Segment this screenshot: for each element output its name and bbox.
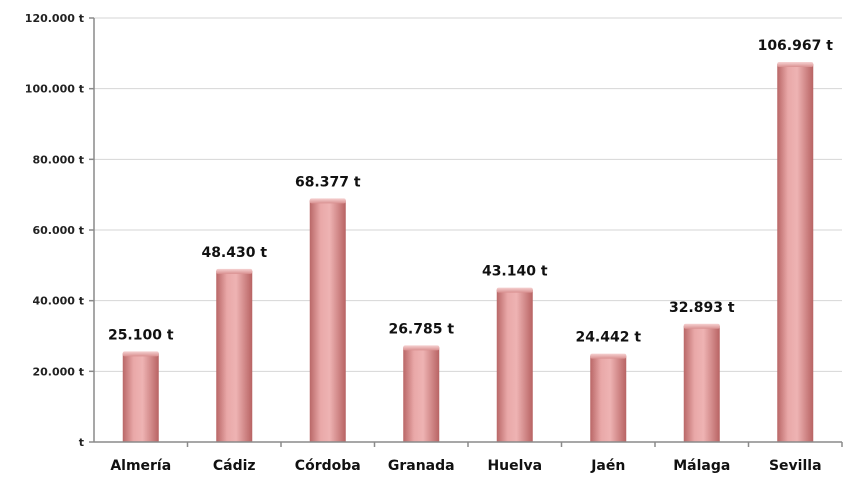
bar [683, 325, 720, 442]
category-label: Almería [110, 458, 171, 474]
data-label: 24.442 t [575, 330, 641, 346]
bar-cap [777, 62, 814, 68]
data-label: 32.893 t [669, 300, 735, 316]
bar-cap [122, 351, 159, 357]
category-label: Sevilla [769, 458, 822, 474]
y-tick-label: 120.000 t [25, 12, 84, 25]
y-tick-label: 20.000 t [32, 365, 84, 378]
bars [122, 62, 814, 443]
category-label: Málaga [673, 458, 730, 474]
y-axis-ticks: t 20.000 t 40.000 t 60.000 t 80.000 t 100.000… [25, 12, 94, 449]
y-tick-label: 60.000 t [32, 224, 84, 237]
category-label: Huelva [487, 458, 542, 474]
bar-cap [403, 345, 440, 351]
y-tick-label: 80.000 t [32, 153, 84, 166]
y-tick-label: t [79, 436, 84, 449]
bar-cap [309, 198, 346, 204]
category-label: Granada [388, 458, 455, 474]
bar [496, 289, 533, 442]
bar [309, 200, 346, 442]
data-label: 43.140 t [482, 264, 548, 280]
bar-cap [590, 353, 627, 359]
category-label: Jaén [590, 458, 625, 474]
data-label: 68.377 t [295, 174, 361, 190]
data-label: 25.100 t [108, 327, 174, 343]
bar-cap [683, 323, 720, 329]
y-tick-label: 40.000 t [32, 295, 84, 308]
bar [403, 347, 440, 442]
data-label: 48.430 t [201, 245, 267, 261]
category-label: Cádiz [213, 458, 256, 474]
bar [590, 355, 627, 442]
x-axis-categories: Almería Cádiz Córdoba Granada Huelva Jaén Mála… [110, 442, 843, 474]
bar [122, 353, 159, 442]
data-label: 26.785 t [388, 321, 454, 337]
bar [216, 270, 253, 442]
category-label: Córdoba [295, 458, 361, 474]
data-label: 106.967 t [758, 38, 834, 54]
gridlines [94, 17, 842, 372]
bar [777, 64, 814, 443]
bar-cap [216, 268, 253, 274]
data-labels: 25.100 t 48.430 t 68.377 t 26.785 t 43.140 t… [108, 38, 833, 346]
y-tick-label: 100.000 t [25, 83, 84, 96]
bar-cap [496, 287, 533, 293]
